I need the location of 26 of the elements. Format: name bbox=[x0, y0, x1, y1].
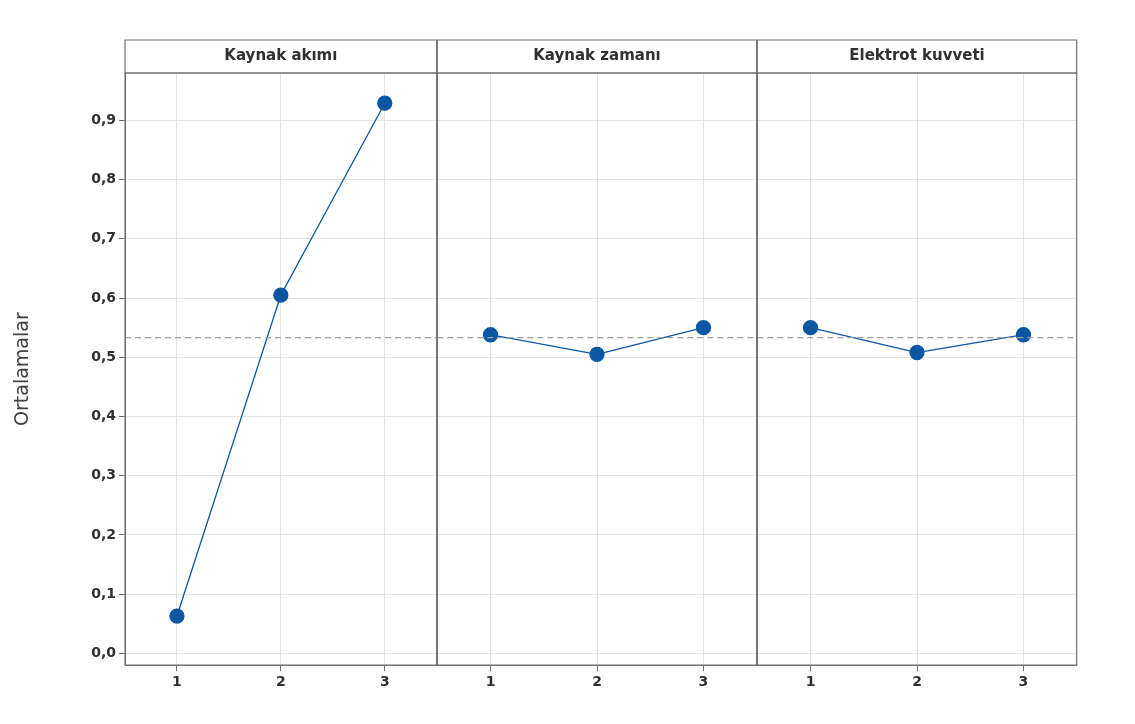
y-tick-label: 0,6 bbox=[91, 288, 116, 305]
y-tick-label: 0,9 bbox=[91, 111, 116, 128]
chart-title: Elektrot kuvveti bbox=[849, 46, 985, 65]
point bbox=[273, 287, 289, 303]
x-tick-label: 3 bbox=[379, 673, 390, 690]
x-tick-label: 1 bbox=[172, 673, 182, 690]
x-tick-label: 1 bbox=[485, 673, 496, 690]
x-tick-label: 1 bbox=[805, 673, 816, 690]
point bbox=[169, 608, 185, 624]
y-axis-title: Ortalamalar bbox=[10, 312, 33, 426]
y-tick-label: 0,5 bbox=[91, 347, 116, 364]
point bbox=[377, 95, 393, 111]
x-tick-label: 2 bbox=[912, 673, 922, 690]
y-tick-label: 0,7 bbox=[91, 229, 116, 246]
y-tick-label: 0,8 bbox=[91, 170, 116, 187]
y-tick-label: 0,4 bbox=[91, 407, 117, 424]
y-tick-label: 0,2 bbox=[91, 525, 116, 542]
x-tick-label: 3 bbox=[698, 673, 709, 690]
x-tick-label: 3 bbox=[1018, 673, 1029, 690]
y-tick-label: 0,3 bbox=[91, 466, 116, 483]
x-tick-label: 2 bbox=[592, 673, 602, 690]
y-tick-label: 0,1 bbox=[91, 584, 116, 601]
y-tick-label: 0,0 bbox=[91, 644, 117, 660]
chart-title: Kaynak zamanı bbox=[533, 46, 661, 65]
chart-title: Kaynak akımı bbox=[224, 46, 338, 65]
x-tick-label: 2 bbox=[275, 673, 286, 690]
